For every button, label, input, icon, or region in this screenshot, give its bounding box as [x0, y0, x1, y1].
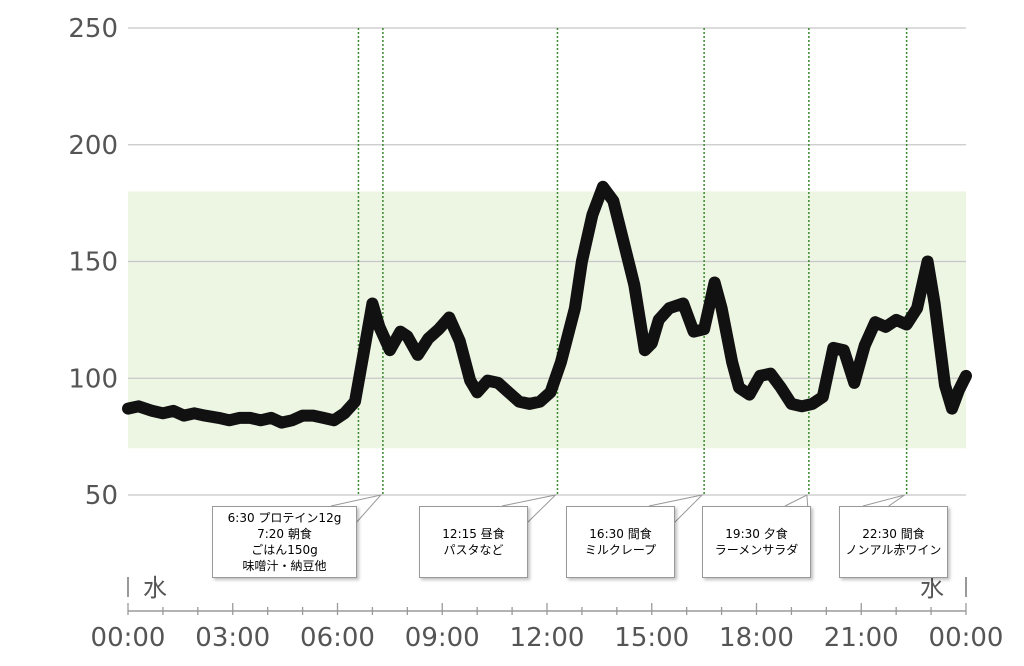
x-tick-label: 15:00: [614, 623, 689, 653]
annotation-line: 19:30 夕食: [725, 527, 788, 541]
x-tick-label: 21:00: [824, 623, 899, 653]
annotation-line: ノンアル赤ワイン: [845, 543, 942, 557]
x-tick-label: 00:00: [91, 623, 166, 653]
annotation-callout: 12:15 昼食 パスタなど: [419, 506, 528, 578]
x-tick-label: 06:00: [300, 623, 375, 653]
annotation-callout: 6:30 プロテイン12g 7:20 朝食 ごはん150g 味噌汁・納豆他: [212, 506, 357, 578]
x-tick-label: 03:00: [195, 623, 270, 653]
x-tick-label: 00:00: [929, 623, 1004, 653]
annotation-line: 味噌汁・納豆他: [242, 559, 327, 573]
annotation-line: 16:30 間食: [589, 527, 652, 541]
annotation-line: 7:20 朝食: [257, 527, 312, 541]
event-markers: [357, 28, 908, 495]
y-tick-label: 100: [68, 364, 118, 394]
annotation-line: 12:15 昼食: [442, 527, 505, 541]
annotation-callout: 19:30 夕食 ラーメンサラダ: [702, 506, 811, 578]
annotation-line: ミルクレープ: [584, 543, 657, 557]
day-label-start: 水: [143, 574, 167, 602]
y-axis: 50 100 150 200 250: [68, 14, 118, 511]
annotation-line: 22:30 間食: [862, 527, 925, 541]
x-axis: 00:00 03:00 06:00 09:00 12:00 15:00 18:00 21:00…: [91, 574, 1004, 653]
target-range-band: [128, 191, 966, 449]
y-tick-label: 250: [68, 14, 118, 44]
annotation-line: ラーメンサラダ: [714, 543, 799, 557]
gridlines: [128, 27, 966, 496]
callout-pointer: [501, 494, 558, 525]
day-label-end: 水: [920, 574, 944, 602]
x-tick-label: 09:00: [405, 623, 480, 653]
annotation-callout: 22:30 間食ノンアル赤ワイン: [839, 506, 948, 578]
y-tick-label: 50: [85, 481, 118, 511]
y-tick-label: 200: [68, 131, 118, 161]
x-tick-label: 12:00: [510, 623, 585, 653]
annotation-line: ごはん150g: [251, 543, 318, 557]
x-tick-label: 18:00: [719, 623, 794, 653]
annotation-line: 6:30 プロテイン12g: [227, 511, 342, 525]
annotation-line: パスタなど: [443, 543, 504, 557]
y-tick-label: 150: [68, 248, 118, 278]
callout-pointer: [648, 494, 704, 525]
glucose-series-line: [122, 180, 972, 429]
annotation-callout: 16:30 間食 ミルクレープ: [566, 506, 675, 578]
